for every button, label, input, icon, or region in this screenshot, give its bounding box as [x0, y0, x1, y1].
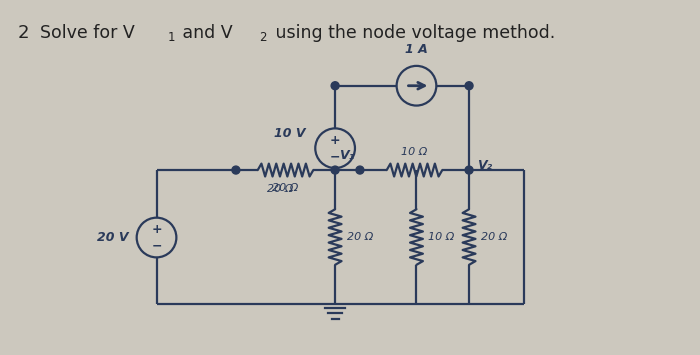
Circle shape	[465, 82, 473, 90]
Text: 2: 2	[18, 24, 29, 42]
Text: 2: 2	[259, 31, 266, 44]
Text: +: +	[151, 223, 162, 236]
Text: 20 Ω: 20 Ω	[347, 232, 373, 242]
Text: V₁: V₁	[339, 149, 354, 162]
Text: 1 A: 1 A	[405, 43, 428, 56]
Text: 20 Ω: 20 Ω	[267, 184, 294, 194]
Text: using the node voltage method.: using the node voltage method.	[270, 24, 555, 42]
Text: 10 Ω: 10 Ω	[428, 232, 454, 242]
Text: +: +	[330, 134, 340, 147]
Circle shape	[465, 166, 473, 174]
Text: 20 Ω: 20 Ω	[272, 183, 299, 193]
Text: 10 Ω: 10 Ω	[401, 147, 428, 157]
Text: 20 Ω: 20 Ω	[481, 232, 508, 242]
Text: and V: and V	[177, 24, 233, 42]
Text: V₂: V₂	[477, 159, 492, 171]
Text: −: −	[330, 151, 340, 164]
Text: 1: 1	[167, 31, 175, 44]
Text: 10 V: 10 V	[274, 127, 305, 140]
Circle shape	[331, 82, 339, 90]
Text: Solve for V: Solve for V	[41, 24, 135, 42]
Text: −: −	[151, 240, 162, 253]
Text: 20 V: 20 V	[97, 231, 129, 244]
Circle shape	[331, 166, 339, 174]
Circle shape	[232, 166, 240, 174]
Circle shape	[356, 166, 364, 174]
